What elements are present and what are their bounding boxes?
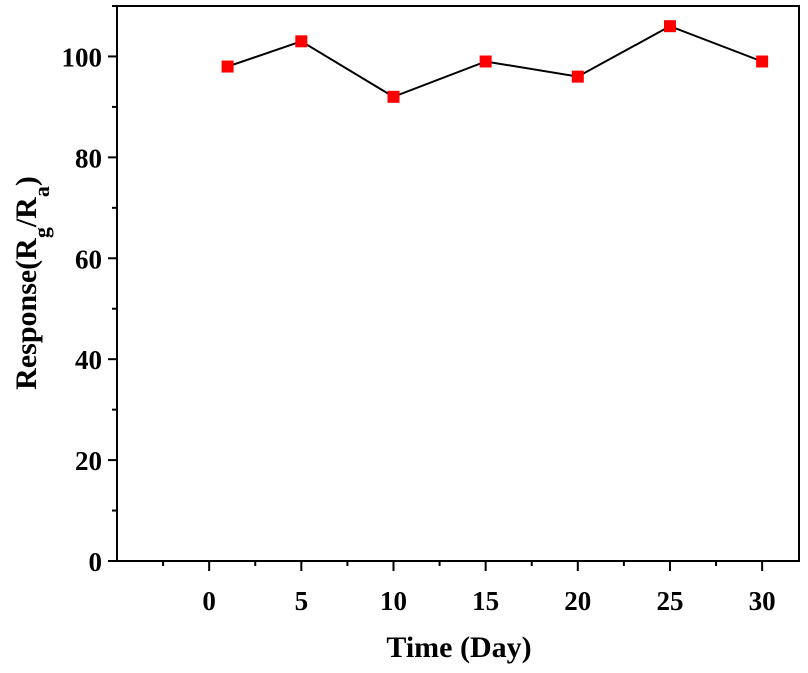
y-tick-label: 0 [89,547,103,577]
y-axis-title-mid: /R [10,197,43,228]
series-layer [221,20,769,103]
y-tick-label: 80 [75,143,102,173]
data-point [221,60,234,73]
data-point [756,55,769,68]
x-ticks: 0 5 10 15 20 25 30 [162,561,776,616]
x-tick-label: 30 [749,586,776,616]
x-tick-label: 20 [564,586,591,616]
y-axis-title-sub1: g [29,227,54,238]
x-tick-label: 10 [380,586,407,616]
y-tick-label: 60 [75,244,102,274]
y-tick-label: 100 [62,42,103,72]
x-tick-label: 5 [295,586,309,616]
y-axis-title: Response(Rg/Ra) [10,176,54,390]
y-axis-title-sub2: a [29,186,54,197]
x-tick-label: 0 [202,586,216,616]
y-axis-title-prefix: Response(R [10,238,43,390]
data-point [295,35,308,48]
data-point [571,70,584,83]
y-ticks: 0 20 40 60 80 100 [62,5,117,577]
x-axis-title: Time (Day) [386,631,531,664]
series-line [227,25,763,98]
x-tick-label: 15 [472,586,499,616]
y-tick-label: 40 [75,345,102,375]
y-tick-label: 20 [75,446,102,476]
x-tick-label: 25 [656,586,683,616]
data-point [663,20,676,33]
data-point [479,55,492,68]
plot-frame [116,5,800,562]
data-point [387,90,400,103]
y-axis-title-suffix: ) [10,176,43,186]
